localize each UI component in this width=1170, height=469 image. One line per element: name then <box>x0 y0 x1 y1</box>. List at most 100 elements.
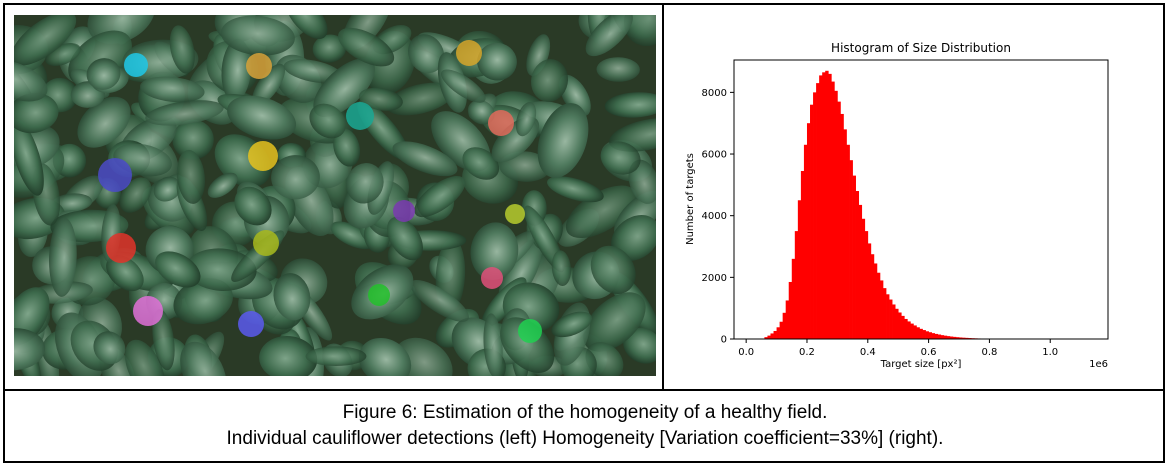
leaf <box>312 34 347 63</box>
foliage-texture <box>14 15 656 376</box>
x-axis-label: Target size [px²] <box>880 359 962 370</box>
histogram-bar <box>889 299 893 339</box>
histogram-bar <box>910 323 914 339</box>
histogram-bar <box>810 104 814 339</box>
leaf <box>462 147 500 180</box>
histogram-bar <box>797 200 802 339</box>
x-tick-label: 0.2 <box>799 347 815 358</box>
leaf <box>551 311 593 338</box>
x-axis-ticks: 0.0 0.2 0.4 0.6 0.8 1.0 <box>738 339 1058 358</box>
histogram-bar <box>898 312 902 339</box>
detection-marker <box>124 53 148 77</box>
leaf <box>530 59 569 102</box>
histogram-bar <box>934 333 939 339</box>
histogram-bar <box>907 321 911 339</box>
x-tick-label: 0.6 <box>921 347 937 358</box>
histogram-bar <box>931 333 936 339</box>
leaf <box>273 273 311 321</box>
histogram-bar <box>867 243 872 339</box>
leaf <box>470 222 519 281</box>
histogram-bar <box>861 218 866 339</box>
leaf <box>410 279 469 322</box>
histogram-bar <box>852 175 856 339</box>
histogram-bar <box>955 337 960 339</box>
leaf <box>271 155 320 200</box>
detection-marker <box>456 40 482 66</box>
leaf <box>392 141 458 177</box>
histogram-bar <box>949 336 954 339</box>
leaf <box>386 82 454 116</box>
y-tick-label: 0 <box>721 335 727 346</box>
histogram-bar <box>879 280 884 339</box>
histogram-bar <box>913 325 917 339</box>
leaf <box>220 15 295 56</box>
leaf <box>408 34 445 74</box>
leaf <box>234 186 272 226</box>
histogram-bar <box>870 254 875 339</box>
leaf <box>309 103 346 139</box>
leaf <box>252 63 286 106</box>
histogram-bar <box>779 321 783 339</box>
x-tick-label: 0.0 <box>738 347 754 358</box>
leaf <box>86 58 121 90</box>
leaf <box>333 128 361 167</box>
leaf <box>565 185 637 239</box>
leaf <box>313 58 375 118</box>
histogram-bar <box>794 231 799 339</box>
leaf <box>125 339 165 376</box>
leaf <box>14 15 77 66</box>
leaf <box>483 313 503 376</box>
histogram-bar <box>904 318 908 339</box>
histogram-bar <box>925 331 929 339</box>
histogram-bar <box>943 335 948 339</box>
size-histogram: Histogram of Size Distribution 0.0 0.2 0.4… <box>685 41 1109 370</box>
leaf <box>153 176 181 202</box>
histogram-bar <box>764 337 768 339</box>
leaf <box>87 15 156 44</box>
histogram-bar <box>819 75 823 339</box>
detection-marker <box>481 267 503 289</box>
leaf <box>152 309 175 371</box>
detection-marker <box>253 230 279 256</box>
histogram-bar <box>843 129 847 339</box>
leaf <box>467 99 495 125</box>
figure-frame <box>3 3 1165 463</box>
detection-marker <box>238 311 264 337</box>
histogram-bar <box>922 330 926 339</box>
detection-marker <box>246 53 272 79</box>
chart-title: Histogram of Size Distribution <box>831 41 1011 55</box>
histogram-bar <box>816 83 820 339</box>
x-tick-label: 0.4 <box>860 347 876 358</box>
histogram-bar <box>828 73 832 339</box>
leaf <box>551 250 571 287</box>
histogram-bar <box>773 330 777 339</box>
leaf <box>547 176 604 203</box>
leaf <box>176 149 206 204</box>
leaf <box>596 57 640 82</box>
leaf <box>14 118 44 196</box>
x-axis-offset-label: 1e6 <box>1089 359 1108 370</box>
plot-area <box>733 59 1109 340</box>
x-tick-label: 1.0 <box>1042 347 1058 358</box>
leaf <box>583 292 646 352</box>
leaf <box>49 217 77 297</box>
histogram-bar <box>962 337 966 339</box>
leaf <box>221 38 252 102</box>
detection-markers <box>98 40 542 343</box>
leaf <box>623 15 656 47</box>
histogram-bar <box>928 332 932 339</box>
histogram-bar <box>876 272 881 339</box>
y-axis-ticks: 0 2000 4000 6000 8000 <box>702 88 734 346</box>
cauliflower-field-photo <box>14 15 656 376</box>
histogram-bar <box>782 312 787 339</box>
y-tick-label: 6000 <box>702 150 727 161</box>
leaf <box>358 337 412 376</box>
detection-marker <box>505 204 525 224</box>
leaf <box>338 27 395 67</box>
histogram-bar <box>873 263 878 339</box>
leaf <box>172 119 214 160</box>
leaf <box>609 118 656 152</box>
histogram-bar <box>806 123 811 339</box>
leaf <box>537 103 589 178</box>
histogram-bar <box>952 336 957 339</box>
